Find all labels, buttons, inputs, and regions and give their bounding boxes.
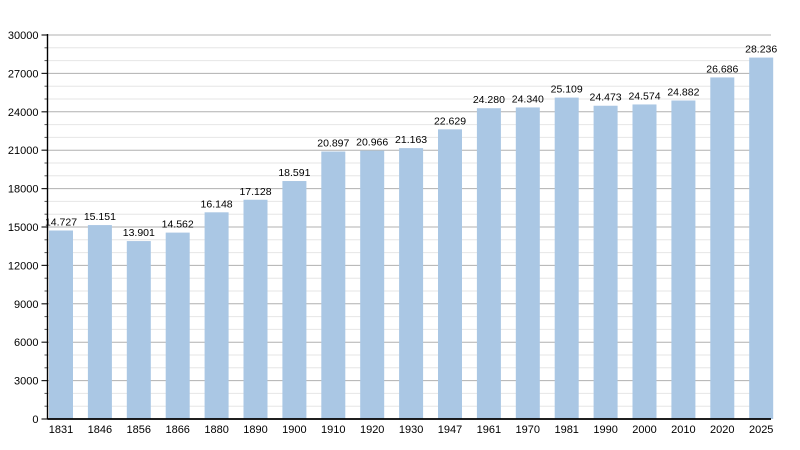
x-tick-label: 2025 bbox=[749, 424, 773, 436]
bar bbox=[321, 151, 346, 419]
axis-lines bbox=[46, 34, 771, 420]
bar-value-label: 22.629 bbox=[434, 115, 466, 127]
x-tick-label: 1981 bbox=[554, 424, 578, 436]
x-tick-label: 1866 bbox=[165, 424, 189, 436]
y-tick-label: 27000 bbox=[8, 68, 39, 80]
x-tick-label: 1970 bbox=[516, 424, 540, 436]
x-tick-label: 1831 bbox=[49, 424, 73, 436]
bar-value-label: 24.473 bbox=[590, 92, 622, 104]
x-tick-label: 1900 bbox=[282, 424, 306, 436]
bar bbox=[87, 225, 112, 419]
bar-value-label: 24.574 bbox=[628, 90, 660, 102]
bar-value-label: 14.727 bbox=[45, 216, 77, 228]
x-tick-label: 2000 bbox=[632, 424, 656, 436]
bar bbox=[204, 212, 229, 419]
bar bbox=[126, 241, 151, 419]
x-tick-label: 1930 bbox=[399, 424, 423, 436]
bar-value-label: 18.591 bbox=[278, 167, 310, 179]
bar-value-label: 20.897 bbox=[317, 138, 349, 150]
bar-value-label: 15.151 bbox=[84, 211, 116, 223]
y-tick-label: 30000 bbox=[8, 30, 39, 42]
y-tick-label: 15000 bbox=[8, 222, 39, 234]
bar bbox=[593, 105, 618, 419]
x-tick-label: 1846 bbox=[88, 424, 112, 436]
bar bbox=[165, 232, 190, 419]
y-tick-label: 6000 bbox=[14, 337, 38, 349]
y-axis-labels: 0 3000 6000 9000 12000 15000 18000 21000 24000 27… bbox=[8, 30, 39, 426]
x-tick-label: 2020 bbox=[710, 424, 734, 436]
bar bbox=[632, 104, 657, 420]
x-tick-label: 1910 bbox=[321, 424, 345, 436]
x-tick-label: 1961 bbox=[477, 424, 501, 436]
bar-value-label: 20.966 bbox=[356, 137, 388, 149]
y-tick-label: 9000 bbox=[14, 299, 38, 311]
bar-value-label: 13.901 bbox=[123, 227, 155, 239]
y-tick-label: 18000 bbox=[8, 184, 39, 196]
bar bbox=[49, 230, 73, 419]
x-tick-label: 1880 bbox=[204, 424, 228, 436]
bar-value-label: 24.340 bbox=[512, 93, 544, 105]
x-tick-label: 1990 bbox=[593, 424, 617, 436]
x-tick-label: 1920 bbox=[360, 424, 384, 436]
bar-value-label: 17.128 bbox=[239, 186, 271, 198]
bar-value-label: 21.163 bbox=[395, 134, 427, 146]
y-tick-label: 12000 bbox=[8, 260, 39, 272]
x-tick-label: 1947 bbox=[438, 424, 462, 436]
y-tick-label: 21000 bbox=[8, 145, 39, 157]
y-axis-ticks bbox=[41, 34, 48, 420]
y-tick-label: 0 bbox=[32, 414, 38, 426]
bar bbox=[476, 108, 501, 419]
bar-value-label: 26.686 bbox=[706, 63, 738, 75]
bar bbox=[710, 77, 735, 420]
y-tick-label: 24000 bbox=[8, 107, 39, 119]
bar-value-labels: 14.727 15.151 13.901 14.562 16.148 17.128 18.5… bbox=[45, 44, 777, 239]
x-axis-labels: 1831 1846 1856 1866 1880 1890 1900 1910 1920 1930… bbox=[49, 424, 774, 436]
bar-value-label: 24.882 bbox=[667, 87, 699, 99]
x-tick-label: 2010 bbox=[671, 424, 695, 436]
bar-value-label: 28.236 bbox=[745, 44, 777, 56]
bar-value-label: 24.280 bbox=[473, 94, 505, 106]
bar bbox=[554, 97, 579, 419]
x-tick-label: 1856 bbox=[127, 424, 151, 436]
x-tick-label: 1890 bbox=[243, 424, 267, 436]
bar bbox=[243, 199, 268, 419]
bar bbox=[438, 129, 462, 419]
bar-value-label: 14.562 bbox=[162, 219, 194, 231]
bar bbox=[360, 150, 385, 419]
bar-value-label: 16.148 bbox=[201, 198, 233, 210]
y-tick-label: 3000 bbox=[14, 376, 38, 388]
bar bbox=[671, 100, 696, 419]
bar bbox=[515, 107, 540, 419]
bar bbox=[282, 181, 307, 419]
bars bbox=[49, 57, 774, 420]
bar bbox=[749, 57, 774, 420]
bar bbox=[399, 148, 424, 420]
bar-value-label: 25.109 bbox=[551, 84, 583, 96]
